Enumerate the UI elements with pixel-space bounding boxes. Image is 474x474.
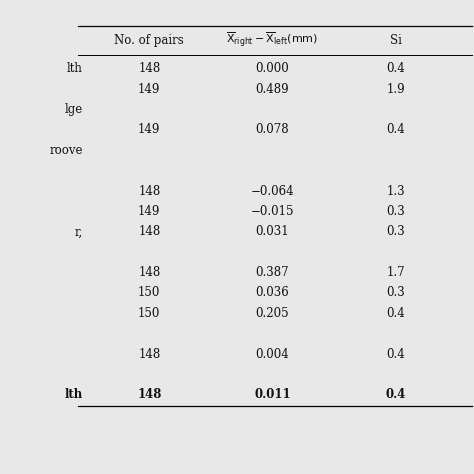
- Text: $\overline{\rm X}_{right} - \overline{\rm X}_{left}$$\rm (mm)$: $\overline{\rm X}_{right} - \overline{\r…: [227, 31, 319, 50]
- Text: 0.011: 0.011: [254, 388, 291, 401]
- Text: 148: 148: [138, 184, 160, 198]
- Text: 149: 149: [138, 82, 161, 96]
- Text: 1.7: 1.7: [386, 266, 405, 279]
- Text: 148: 148: [138, 225, 160, 238]
- Text: 148: 148: [138, 266, 160, 279]
- Text: r,: r,: [75, 225, 83, 238]
- Text: 0.205: 0.205: [256, 307, 289, 320]
- Text: 0.4: 0.4: [386, 62, 405, 75]
- Text: 149: 149: [138, 123, 161, 137]
- Text: 0.387: 0.387: [256, 266, 289, 279]
- Text: 0.4: 0.4: [386, 123, 405, 137]
- Text: lth: lth: [64, 388, 83, 401]
- Text: lth: lth: [67, 62, 83, 75]
- Text: 150: 150: [138, 307, 161, 320]
- Text: roove: roove: [49, 144, 83, 157]
- Text: 0.078: 0.078: [256, 123, 289, 137]
- Text: 1.3: 1.3: [386, 184, 405, 198]
- Text: 0.489: 0.489: [256, 82, 289, 96]
- Text: Si: Si: [390, 34, 402, 47]
- Text: 1.9: 1.9: [386, 82, 405, 96]
- Text: 0.031: 0.031: [256, 225, 289, 238]
- Text: 0.000: 0.000: [255, 62, 290, 75]
- Text: 0.4: 0.4: [386, 388, 406, 401]
- Text: lge: lge: [64, 103, 83, 116]
- Text: 0.3: 0.3: [386, 225, 405, 238]
- Text: 0.036: 0.036: [255, 286, 290, 300]
- Text: 0.4: 0.4: [386, 347, 405, 361]
- Text: 0.004: 0.004: [255, 347, 290, 361]
- Text: 0.3: 0.3: [386, 205, 405, 218]
- Text: 148: 148: [138, 347, 160, 361]
- Text: 148: 148: [137, 388, 162, 401]
- Text: 0.3: 0.3: [386, 286, 405, 300]
- Text: 148: 148: [138, 62, 160, 75]
- Text: −0.064: −0.064: [251, 184, 294, 198]
- Text: 0.4: 0.4: [386, 307, 405, 320]
- Text: −0.015: −0.015: [251, 205, 294, 218]
- Text: No. of pairs: No. of pairs: [114, 34, 184, 47]
- Text: 150: 150: [138, 286, 161, 300]
- Text: 149: 149: [138, 205, 161, 218]
